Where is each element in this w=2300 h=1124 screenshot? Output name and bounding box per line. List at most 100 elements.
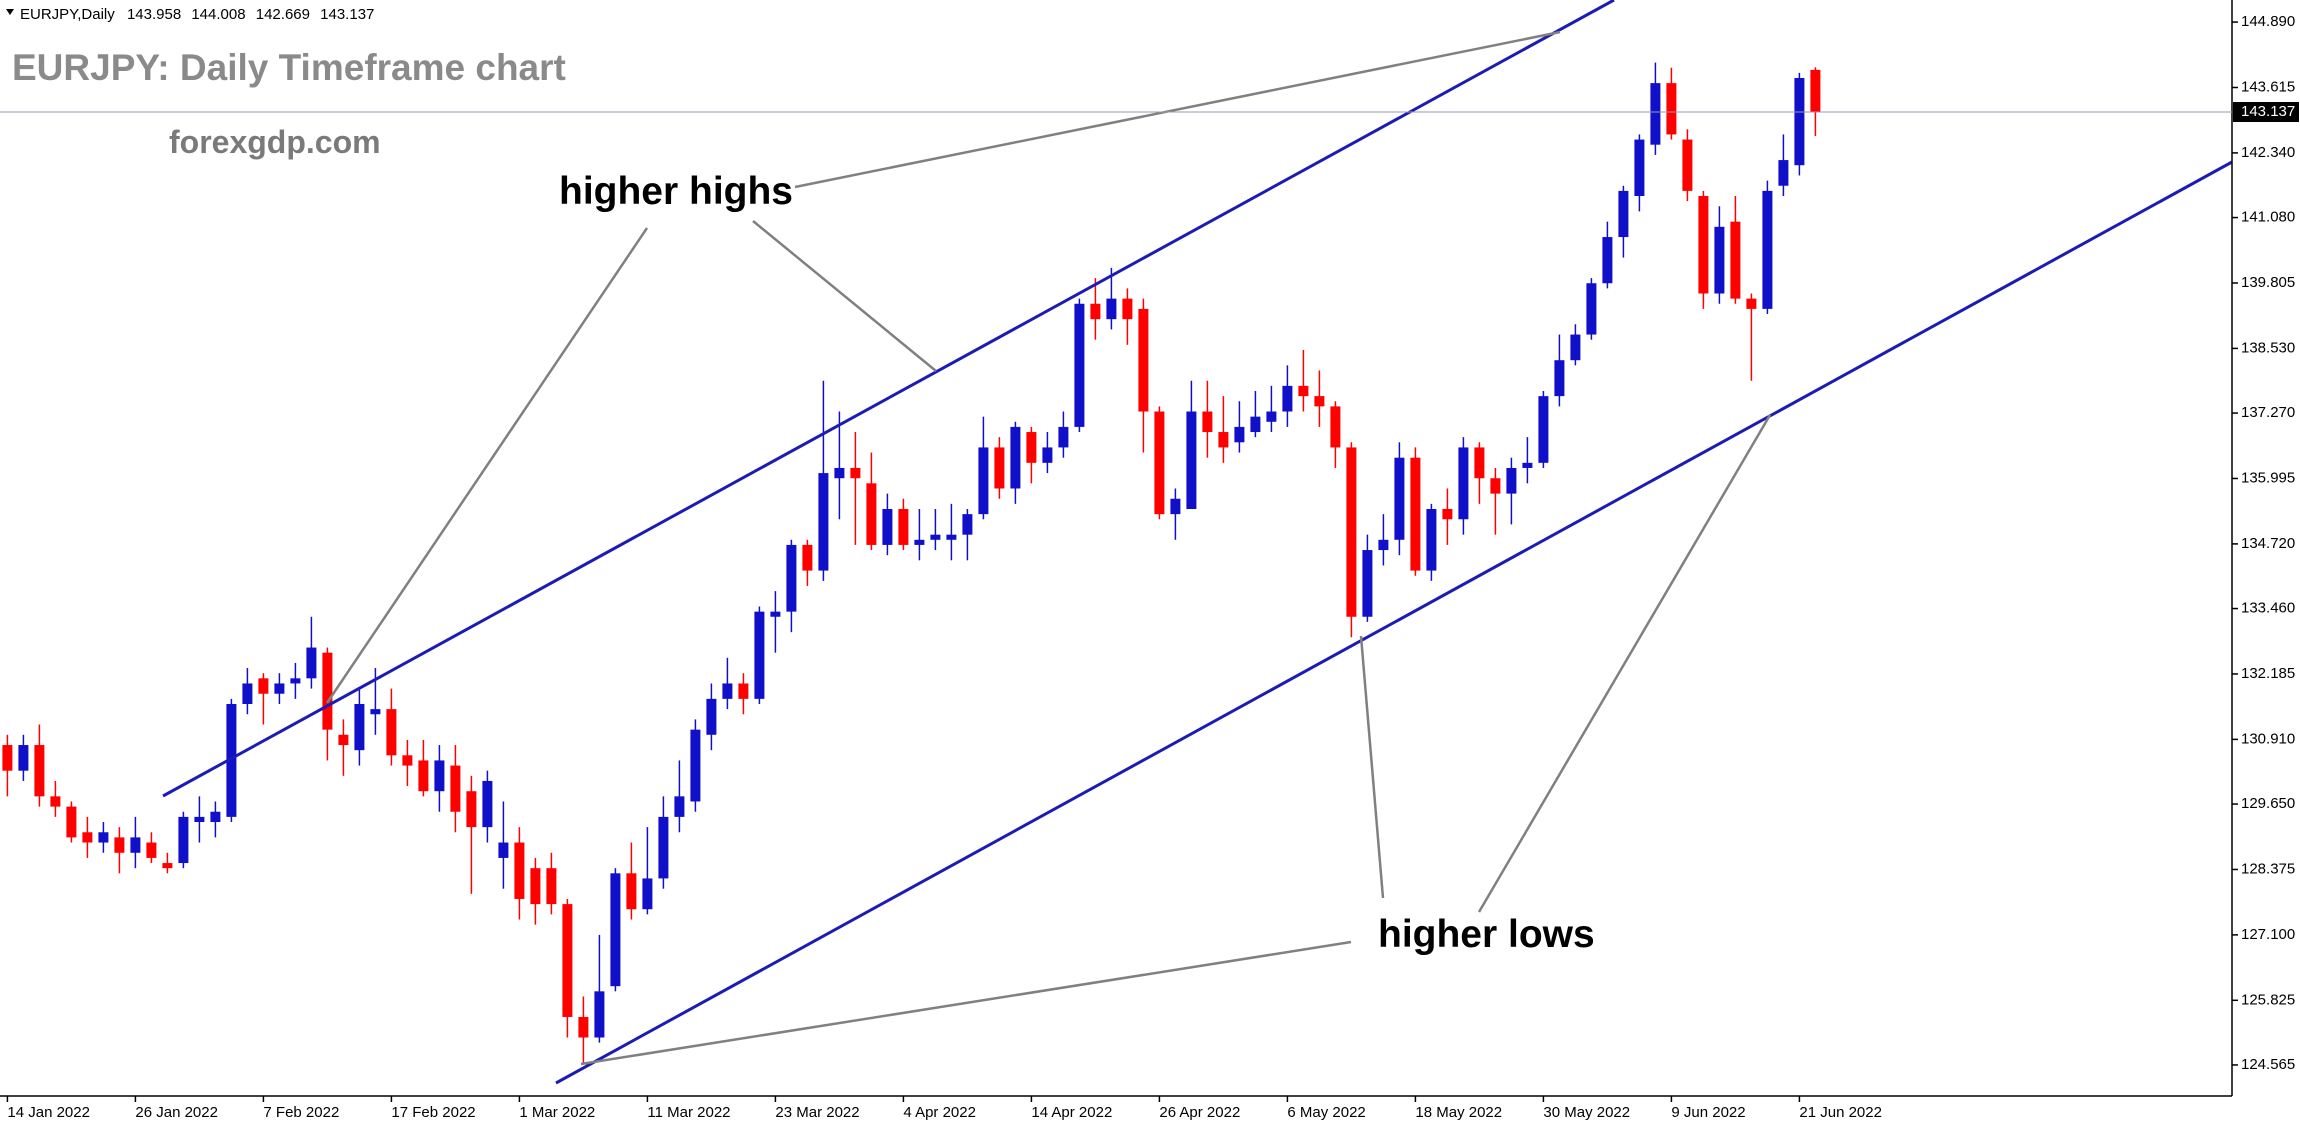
candle-body: [178, 816, 189, 864]
candle-body: [1666, 83, 1677, 135]
candle-body: [1202, 411, 1213, 433]
candle-body: [1682, 139, 1693, 191]
candle-body: [818, 473, 829, 571]
candle-body: [2, 745, 13, 771]
pointer-line: [752, 220, 937, 372]
candle-body: [706, 698, 717, 735]
candle-body: [258, 678, 269, 694]
candle-body: [1234, 426, 1245, 443]
y-tick-label: 143.615: [2241, 78, 2295, 95]
candle-body: [146, 842, 157, 858]
candle-body: [1426, 509, 1437, 571]
x-tick-label: 17 Feb 2022: [391, 1104, 475, 1121]
candle-body: [1794, 77, 1805, 166]
candle-body: [1378, 539, 1389, 551]
x-tick-label: 18 May 2022: [1415, 1104, 1502, 1121]
x-tick-label: 4 Apr 2022: [903, 1104, 976, 1121]
candle-body: [866, 483, 877, 545]
candle-body: [1266, 411, 1277, 422]
candle-body: [50, 796, 61, 807]
candle-body: [1250, 416, 1261, 433]
candle-body: [898, 509, 909, 545]
y-tick-label: 125.825: [2241, 991, 2295, 1008]
y-tick-label: 135.995: [2241, 469, 2295, 486]
candle-body: [18, 745, 29, 771]
candle-body: [674, 796, 685, 817]
candle-body: [1810, 69, 1821, 113]
candle-body: [786, 544, 797, 612]
candle-body: [546, 868, 557, 905]
pointer-line: [580, 940, 1352, 1066]
candle-body: [130, 837, 141, 853]
x-tick-label: 21 Jun 2022: [1799, 1104, 1882, 1121]
candle-body: [1618, 190, 1629, 238]
candle-body: [322, 652, 333, 730]
y-tick-label: 130.910: [2241, 730, 2295, 747]
candle-body: [1650, 83, 1661, 145]
candle-body: [1490, 478, 1501, 494]
candle-body: [66, 806, 77, 838]
candle-body: [770, 611, 781, 617]
y-tick-label: 144.890: [2241, 13, 2295, 30]
candle-body: [530, 868, 541, 905]
candle-body: [1442, 509, 1453, 520]
candle-body: [610, 873, 621, 987]
y-tick-label: 139.805: [2241, 274, 2295, 291]
candle-body: [274, 683, 285, 694]
symbol: EURJPY,Daily: [20, 6, 115, 23]
pointer-line: [794, 30, 1561, 189]
candle-body: [882, 509, 893, 545]
candle-body: [482, 780, 493, 828]
candle-body: [1122, 298, 1133, 320]
candle-body: [386, 709, 397, 756]
candle-body: [98, 832, 109, 843]
candle-body: [1362, 550, 1373, 617]
candle-body: [738, 683, 749, 699]
candle-body: [338, 734, 349, 746]
candle-body: [162, 863, 173, 869]
candle-body: [1410, 457, 1421, 571]
watermark: forexgdp.com: [169, 124, 381, 160]
pointer-line: [1359, 635, 1385, 899]
candle-body: [498, 842, 509, 858]
candle-body: [1522, 462, 1533, 468]
candle-body: [194, 816, 205, 822]
candle-body: [1346, 447, 1357, 617]
low-value: 142.669: [256, 6, 310, 23]
x-tick-label: 26 Jan 2022: [135, 1104, 218, 1121]
y-tick-label: 142.340: [2241, 144, 2295, 161]
candle-body: [450, 765, 461, 812]
candle-body: [1746, 298, 1757, 309]
annotation: higher lows: [1378, 913, 1595, 956]
candle-body: [1218, 432, 1229, 448]
candle-body: [226, 703, 237, 817]
candle-body: [1106, 298, 1117, 320]
candle-body: [626, 873, 637, 910]
candle-body: [1474, 447, 1485, 479]
candle-body: [1314, 396, 1325, 407]
upper-channel-line: [162, 0, 1615, 798]
chart-title: EURJPY: Daily Timeframe chart: [12, 47, 566, 88]
x-tick-label: 9 Jun 2022: [1671, 1104, 1745, 1121]
candle-body: [418, 760, 429, 792]
y-tick-label: 127.100: [2241, 926, 2295, 943]
candle-body: [1778, 160, 1789, 186]
candle-body: [1586, 283, 1597, 335]
candle-body: [466, 791, 477, 828]
candle-body: [994, 447, 1005, 489]
x-tick-label: 14 Jan 2022: [7, 1104, 90, 1121]
candle-body: [1698, 196, 1709, 294]
menu-arrow[interactable]: [6, 9, 14, 15]
y-tick-label: 134.720: [2241, 535, 2295, 552]
candle-body: [914, 539, 925, 545]
candle-body: [1570, 334, 1581, 361]
y-tick-label: 129.650: [2241, 795, 2295, 812]
high-value: 144.008: [191, 6, 245, 23]
header: EURJPY,Daily 143.958 144.008 142.669 143…: [20, 6, 374, 23]
candle-body: [290, 678, 301, 684]
y-tick-label: 138.530: [2241, 339, 2295, 356]
candle-body: [1634, 139, 1645, 197]
x-tick-label: 14 Apr 2022: [1031, 1104, 1112, 1121]
